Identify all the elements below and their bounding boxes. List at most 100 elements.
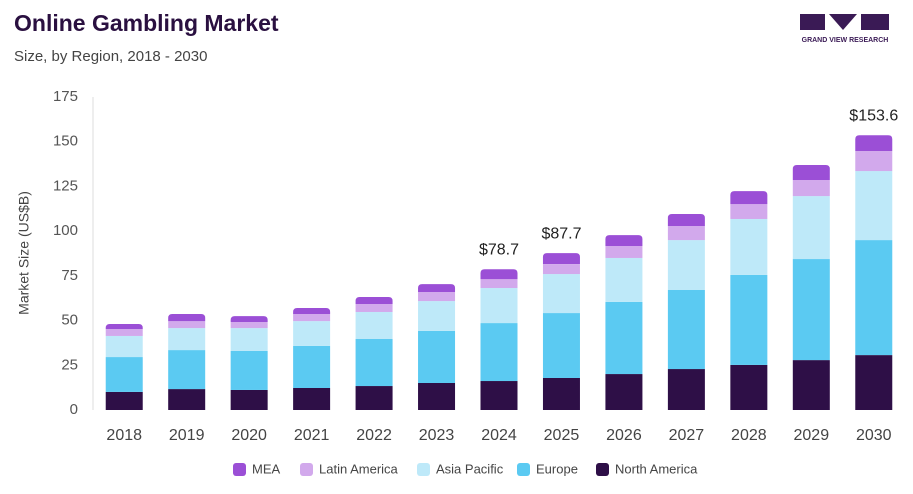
x-tick-label: 2028 bbox=[731, 427, 767, 444]
x-tick-label: 2025 bbox=[544, 427, 580, 444]
bar-segment bbox=[542, 274, 580, 314]
bar-segment bbox=[480, 381, 518, 410]
bar-segment bbox=[542, 253, 580, 265]
legend-swatch bbox=[417, 463, 430, 476]
x-tick-label: 2030 bbox=[856, 427, 892, 444]
bar-segment bbox=[168, 350, 206, 390]
bar-segment bbox=[792, 259, 830, 361]
bar-segment bbox=[605, 374, 643, 410]
x-tick-label: 2023 bbox=[419, 427, 455, 444]
bar-segment bbox=[605, 301, 643, 375]
bar-segment bbox=[730, 274, 768, 365]
bar-segment bbox=[667, 225, 705, 241]
x-tick-label: 2019 bbox=[169, 427, 205, 444]
bar-segment bbox=[792, 196, 830, 260]
bar-segment bbox=[855, 171, 893, 241]
legend-label: Asia Pacific bbox=[436, 461, 504, 476]
bar-segment bbox=[667, 240, 705, 290]
legend-label: Latin America bbox=[319, 461, 399, 476]
bar-segment bbox=[293, 345, 331, 389]
x-tick-label: 2029 bbox=[794, 427, 830, 444]
bar-segment bbox=[168, 389, 206, 410]
bar-segment bbox=[542, 313, 580, 378]
logo-block bbox=[800, 14, 825, 30]
legend-swatch bbox=[596, 463, 609, 476]
bar-segment bbox=[542, 264, 580, 275]
y-tick-label: 75 bbox=[61, 267, 78, 284]
bar-segment bbox=[418, 301, 456, 331]
bar-segment bbox=[105, 328, 143, 336]
bar-segment bbox=[230, 350, 268, 390]
x-tick-label: 2027 bbox=[669, 427, 705, 444]
bar-segment bbox=[730, 204, 768, 219]
bar-segment bbox=[230, 389, 268, 410]
legend-label: MEA bbox=[252, 461, 281, 476]
bar-segment bbox=[730, 191, 768, 205]
bar-segment bbox=[542, 377, 580, 410]
y-tick-label: 50 bbox=[61, 312, 78, 329]
bar-segment bbox=[105, 335, 143, 358]
y-tick-label: 150 bbox=[53, 133, 78, 150]
x-tick-label: 2022 bbox=[356, 427, 392, 444]
bar-segment bbox=[355, 296, 393, 304]
legend-label: Europe bbox=[536, 461, 578, 476]
logo: GRAND VIEW RESEARCH bbox=[800, 14, 889, 44]
bar-segment bbox=[355, 303, 393, 312]
bar-segment bbox=[480, 279, 518, 289]
logo-block bbox=[861, 14, 889, 30]
bar-segment bbox=[418, 284, 456, 292]
bar-segment bbox=[605, 235, 643, 246]
bar-segment bbox=[355, 311, 393, 339]
legend-swatch bbox=[233, 463, 246, 476]
legend-swatch bbox=[300, 463, 313, 476]
logo-text: GRAND VIEW RESEARCH bbox=[802, 37, 889, 44]
chart-subtitle: Size, by Region, 2018 - 2030 bbox=[14, 48, 207, 65]
bar-segment bbox=[105, 391, 143, 410]
bar-segment bbox=[480, 269, 518, 280]
total-label: $153.6 bbox=[849, 107, 898, 124]
bar-segment bbox=[855, 240, 893, 356]
total-label: $78.7 bbox=[479, 241, 519, 258]
bar-segment bbox=[480, 288, 518, 324]
logo-block bbox=[829, 14, 857, 30]
bar-segment bbox=[230, 322, 268, 329]
bar-segment bbox=[293, 388, 331, 410]
chart-title: Online Gambling Market bbox=[14, 10, 279, 36]
bar-segment bbox=[730, 218, 768, 275]
y-tick-label: 100 bbox=[53, 222, 78, 239]
bar-segment bbox=[293, 313, 331, 322]
bar-segment bbox=[418, 330, 456, 383]
legend-swatch bbox=[517, 463, 530, 476]
bar-segment bbox=[792, 360, 830, 410]
bar-segment bbox=[730, 364, 768, 410]
bar-segment bbox=[230, 328, 268, 351]
bar-segment bbox=[855, 151, 893, 172]
x-tick-label: 2020 bbox=[231, 427, 267, 444]
bar-segment bbox=[105, 357, 143, 392]
bar-segment bbox=[105, 323, 143, 329]
bar-segment bbox=[293, 321, 331, 346]
bar-segment bbox=[293, 308, 331, 314]
x-tick-label: 2024 bbox=[481, 427, 517, 444]
y-tick-label: 175 bbox=[53, 88, 78, 105]
y-tick-label: 125 bbox=[53, 177, 78, 194]
y-tick-label: 25 bbox=[61, 356, 78, 373]
bar-segment bbox=[230, 316, 268, 323]
bar-segment bbox=[168, 328, 206, 351]
bar-segment bbox=[605, 257, 643, 302]
x-tick-label: 2026 bbox=[606, 427, 642, 444]
bar-segment bbox=[792, 179, 830, 197]
bar-segment bbox=[792, 164, 830, 180]
bar-segment bbox=[605, 245, 643, 258]
x-tick-label: 2021 bbox=[294, 427, 330, 444]
y-axis-label: Market Size (US$B) bbox=[16, 191, 32, 315]
bar-segment bbox=[418, 291, 456, 302]
bar-segment bbox=[667, 213, 705, 226]
bar-segment bbox=[418, 382, 456, 410]
bar-segment bbox=[667, 369, 705, 410]
bar-segment bbox=[168, 321, 206, 329]
total-label: $87.7 bbox=[541, 225, 581, 242]
bar-segment bbox=[480, 323, 518, 382]
bar-segment bbox=[855, 355, 893, 410]
